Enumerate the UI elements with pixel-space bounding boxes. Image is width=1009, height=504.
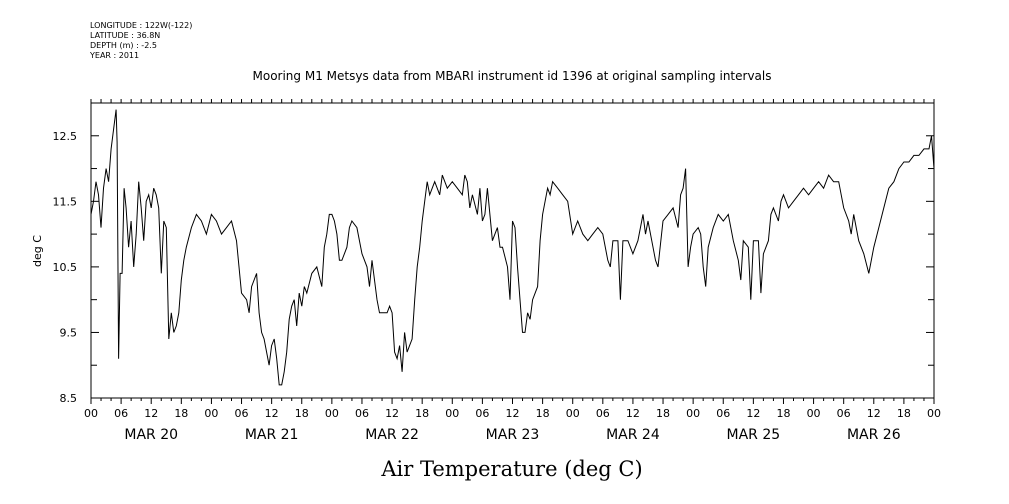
x-hour-label: 18 — [656, 407, 670, 420]
x-hour-label: 00 — [325, 407, 339, 420]
y-tick-label: 10.5 — [53, 261, 78, 274]
y-tick-label: 11.5 — [53, 195, 78, 208]
x-hour-label: 12 — [265, 407, 279, 420]
air-temperature-line — [90, 109, 935, 386]
latitude-label: LATITUDE : 36.8N — [90, 31, 161, 40]
x-hour-label: 12 — [506, 407, 520, 420]
plot-frame — [90, 102, 935, 399]
x-day-label: MAR 22 — [365, 427, 419, 443]
x-hour-label: 18 — [415, 407, 429, 420]
x-day-label: MAR 26 — [847, 427, 901, 443]
x-hour-label: 06 — [475, 407, 489, 420]
x-hour-label: 00 — [807, 407, 821, 420]
x-day-label: MAR 25 — [727, 427, 781, 443]
x-hour-label: 18 — [776, 407, 790, 420]
y-tick-label: 8.5 — [60, 392, 78, 405]
x-axis: 00 06 12 18 00 06 12 18 00 06 12 18 00 06 12 18 00 06 12 18… — [84, 99, 941, 443]
x-hour-label: 00 — [204, 407, 218, 420]
x-hour-label: 00 — [566, 407, 580, 420]
depth-label: DEPTH (m) : -2.5 — [90, 41, 157, 50]
x-hour-label: 06 — [596, 407, 610, 420]
x-hour-label: 12 — [144, 407, 158, 420]
x-hour-label: 00 — [686, 407, 700, 420]
year-label: YEAR : 2011 — [90, 51, 140, 60]
x-hour-label: 00 — [84, 407, 98, 420]
x-hour-label: 00 — [927, 407, 941, 420]
x-hour-label: 18 — [174, 407, 188, 420]
x-day-label: MAR 24 — [606, 427, 660, 443]
x-axis-title: Air Temperature (deg C) — [380, 457, 642, 481]
y-axis-label: deg C — [31, 235, 44, 267]
x-hour-label: 12 — [867, 407, 881, 420]
x-hour-label: 12 — [626, 407, 640, 420]
x-hour-label: 18 — [897, 407, 911, 420]
x-hour-label: 06 — [355, 407, 369, 420]
y-tick-label: 12.5 — [53, 130, 78, 143]
x-day-label: MAR 21 — [245, 427, 299, 443]
chart-title: Mooring M1 Metsys data from MBARI instru… — [253, 69, 772, 83]
x-hour-label: 06 — [716, 407, 730, 420]
x-hour-label: 12 — [385, 407, 399, 420]
x-hour-label: 18 — [536, 407, 550, 420]
x-hour-label: 00 — [445, 407, 459, 420]
y-tick-label: 9.5 — [60, 326, 78, 339]
x-hour-label: 06 — [235, 407, 249, 420]
x-day-label: MAR 20 — [124, 427, 178, 443]
x-hour-label: 18 — [295, 407, 309, 420]
x-day-label: MAR 23 — [486, 427, 540, 443]
x-hour-label: 12 — [746, 407, 760, 420]
y-axis: 8.5 9.5 10.5 11.5 12.5 — [53, 102, 934, 405]
x-hour-label: 06 — [114, 407, 128, 420]
metadata-block: LONGITUDE : 122W(-122) LATITUDE : 36.8N … — [90, 21, 192, 61]
x-hour-label: 06 — [837, 407, 851, 420]
longitude-label: LONGITUDE : 122W(-122) — [90, 21, 193, 30]
